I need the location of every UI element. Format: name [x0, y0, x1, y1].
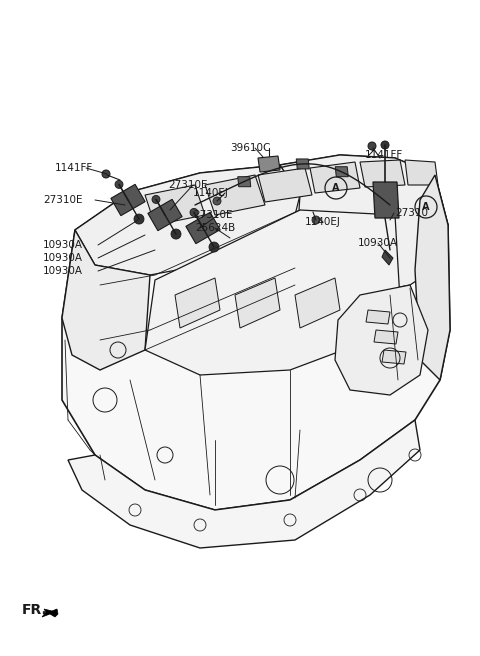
Text: 10930A: 10930A — [43, 240, 83, 250]
Text: 27310E: 27310E — [193, 210, 232, 220]
Text: 27310E: 27310E — [168, 180, 207, 190]
Circle shape — [171, 229, 181, 239]
Text: 10930A: 10930A — [358, 238, 398, 248]
Polygon shape — [68, 420, 420, 548]
Polygon shape — [373, 182, 399, 218]
Circle shape — [381, 141, 389, 149]
Polygon shape — [145, 185, 205, 225]
Polygon shape — [205, 175, 265, 215]
Polygon shape — [258, 168, 312, 202]
Circle shape — [190, 209, 198, 216]
Polygon shape — [366, 310, 390, 324]
Polygon shape — [75, 165, 300, 275]
Circle shape — [213, 197, 221, 205]
Polygon shape — [405, 160, 438, 185]
Polygon shape — [111, 184, 145, 216]
Polygon shape — [175, 278, 220, 328]
Text: 1140EJ: 1140EJ — [193, 188, 229, 198]
Circle shape — [312, 216, 320, 224]
Circle shape — [368, 142, 376, 150]
Text: 1141FF: 1141FF — [365, 150, 403, 160]
Polygon shape — [148, 199, 182, 231]
Circle shape — [152, 195, 160, 203]
Text: 25624B: 25624B — [195, 223, 235, 233]
Text: 27310E: 27310E — [43, 195, 83, 205]
Text: FR.: FR. — [22, 603, 48, 617]
Circle shape — [209, 242, 219, 252]
Polygon shape — [62, 230, 150, 370]
Polygon shape — [145, 210, 400, 375]
Polygon shape — [258, 156, 280, 172]
Text: 1141FF: 1141FF — [55, 163, 93, 173]
Polygon shape — [296, 159, 309, 169]
Polygon shape — [382, 350, 406, 364]
Polygon shape — [382, 250, 393, 265]
Circle shape — [134, 214, 144, 224]
Text: 10930A: 10930A — [43, 266, 83, 276]
Polygon shape — [62, 155, 450, 510]
Text: 27310: 27310 — [395, 208, 428, 218]
Polygon shape — [335, 167, 348, 176]
Text: A: A — [332, 183, 340, 193]
Polygon shape — [415, 175, 450, 380]
Text: 39610C: 39610C — [230, 143, 270, 153]
Polygon shape — [295, 278, 340, 328]
Circle shape — [102, 170, 110, 178]
Polygon shape — [360, 160, 405, 187]
Polygon shape — [235, 278, 280, 328]
Polygon shape — [310, 162, 360, 193]
Polygon shape — [335, 285, 428, 395]
Text: 10930A: 10930A — [43, 253, 83, 263]
Polygon shape — [238, 176, 251, 187]
Text: 1140EJ: 1140EJ — [305, 217, 341, 227]
Polygon shape — [186, 213, 220, 243]
Polygon shape — [280, 155, 448, 295]
Text: A: A — [422, 202, 430, 212]
Polygon shape — [374, 330, 398, 344]
Circle shape — [115, 180, 123, 188]
Polygon shape — [42, 609, 58, 617]
